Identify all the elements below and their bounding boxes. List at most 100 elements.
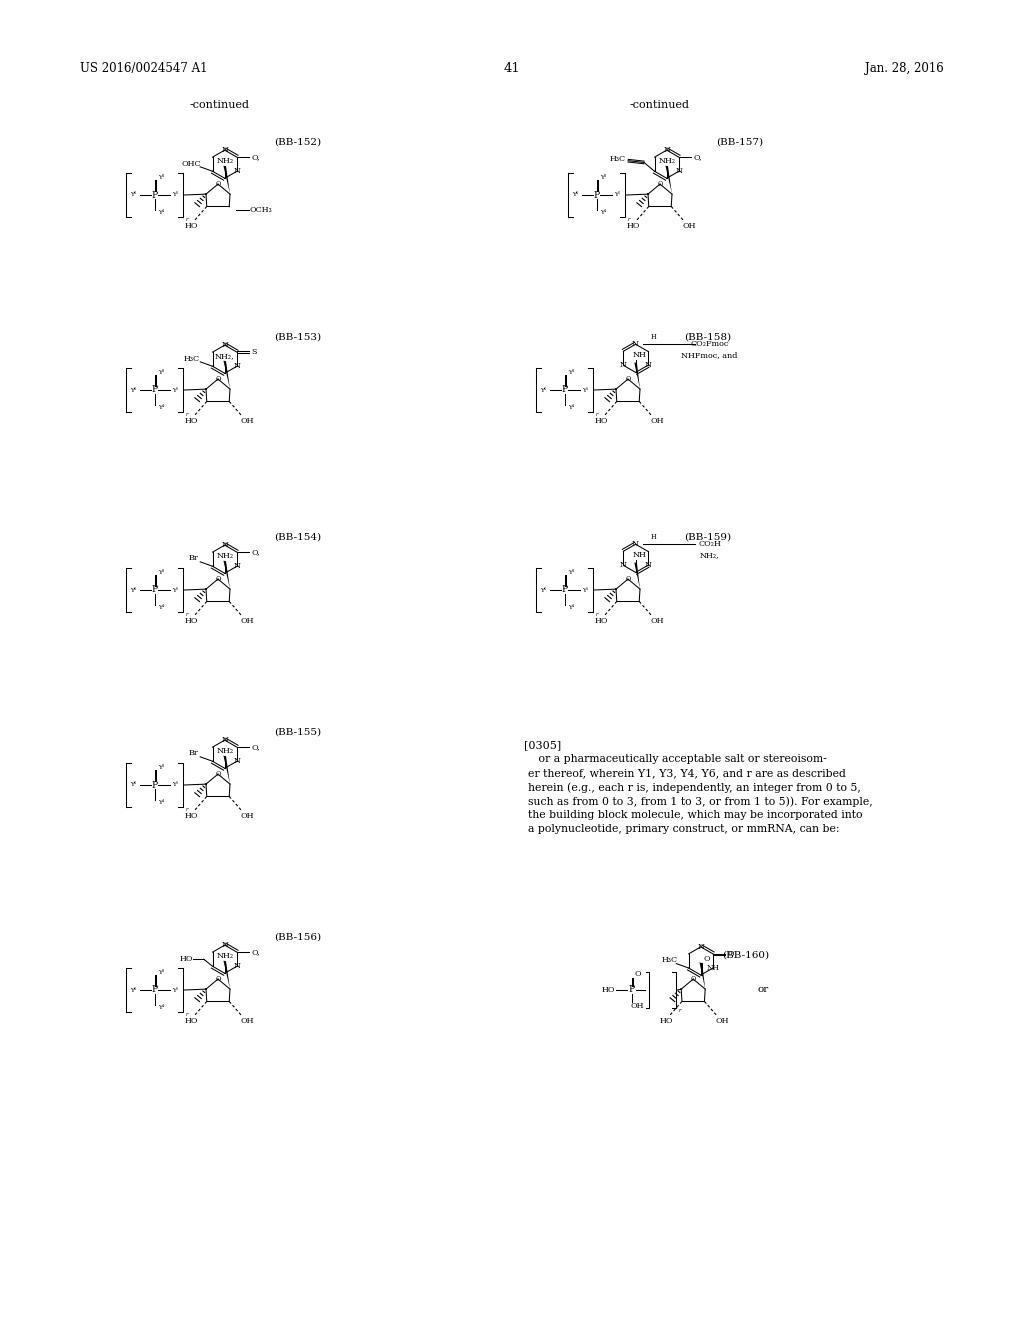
Text: [0305]: [0305] — [524, 741, 561, 750]
Text: (BB-152): (BB-152) — [273, 137, 321, 147]
Text: Y⁴: Y⁴ — [158, 1005, 164, 1010]
Text: Y⁶: Y⁶ — [130, 987, 136, 993]
Text: P: P — [152, 986, 158, 994]
Text: O: O — [215, 576, 220, 583]
Text: NH: NH — [632, 351, 646, 359]
Text: H₃C: H₃C — [183, 355, 200, 363]
Text: N: N — [664, 147, 671, 154]
Text: NH₂: NH₂ — [216, 952, 233, 960]
Text: CO₂H: CO₂H — [698, 540, 721, 548]
Text: herein (e.g., each r is, independently, an integer from 0 to 5,: herein (e.g., each r is, independently, … — [528, 781, 861, 792]
Text: r: r — [186, 1012, 188, 1018]
Text: Br: Br — [188, 750, 198, 758]
Text: NH: NH — [707, 964, 720, 972]
Text: HO: HO — [627, 222, 640, 230]
Text: Y³: Y³ — [158, 176, 164, 180]
Text: r: r — [186, 412, 188, 417]
Text: such as from 0 to 3, from 1 to 3, or from 1 to 5)). For example,: such as from 0 to 3, from 1 to 3, or fro… — [528, 796, 872, 807]
Text: N: N — [233, 758, 241, 766]
Polygon shape — [666, 166, 672, 194]
Polygon shape — [223, 961, 230, 989]
Text: O,: O, — [252, 948, 260, 956]
Text: Jan. 28, 2016: Jan. 28, 2016 — [865, 62, 944, 75]
Text: Y³: Y³ — [567, 370, 573, 375]
Text: Y¹: Y¹ — [582, 587, 588, 593]
Text: Y¹: Y¹ — [613, 193, 620, 198]
Text: P: P — [152, 385, 158, 395]
Text: N: N — [233, 362, 241, 370]
Text: r: r — [596, 612, 598, 618]
Text: H₃C: H₃C — [662, 956, 677, 964]
Text: O: O — [215, 375, 220, 383]
Text: Y¹: Y¹ — [172, 193, 178, 198]
Text: O: O — [215, 180, 220, 187]
Text: N: N — [632, 341, 639, 348]
Polygon shape — [699, 962, 706, 989]
Text: N: N — [676, 168, 682, 176]
Text: or a pharmaceutically acceptable salt or stereoisom-: or a pharmaceutically acceptable salt or… — [528, 754, 826, 764]
Text: O: O — [215, 975, 220, 983]
Text: NH₂: NH₂ — [658, 157, 675, 165]
Text: (BB-159): (BB-159) — [684, 533, 731, 541]
Text: HO: HO — [602, 986, 615, 994]
Text: NH₂: NH₂ — [216, 747, 233, 755]
Text: HO: HO — [184, 222, 198, 230]
Text: O: O — [703, 956, 711, 964]
Text: HO: HO — [184, 1016, 198, 1024]
Text: P: P — [561, 385, 567, 395]
Text: Y⁶: Y⁶ — [130, 587, 136, 593]
Text: r: r — [679, 1007, 681, 1012]
Text: O: O — [635, 970, 641, 978]
Polygon shape — [223, 756, 230, 784]
Text: P: P — [561, 586, 567, 594]
Text: O,: O, — [252, 548, 260, 556]
Text: r: r — [628, 216, 631, 222]
Text: OH: OH — [650, 616, 664, 624]
Text: N: N — [632, 540, 639, 548]
Text: Y⁴: Y⁴ — [158, 405, 164, 411]
Text: H: H — [650, 333, 656, 341]
Text: N: N — [221, 541, 228, 549]
Text: O,: O, — [252, 743, 260, 751]
Text: O,: O, — [694, 153, 702, 161]
Text: Y⁴: Y⁴ — [158, 605, 164, 610]
Text: OH: OH — [630, 1002, 644, 1010]
Text: a polynucleotide, primary construct, or mmRNA, can be:: a polynucleotide, primary construct, or … — [528, 824, 840, 834]
Text: US 2016/0024547 A1: US 2016/0024547 A1 — [80, 62, 208, 75]
Text: Y⁶: Y⁶ — [541, 587, 547, 593]
Text: P: P — [152, 586, 158, 594]
Text: O: O — [626, 576, 631, 583]
Text: r: r — [186, 807, 188, 812]
Text: OH: OH — [240, 1016, 254, 1024]
Text: N: N — [221, 737, 228, 744]
Text: P: P — [152, 190, 158, 199]
Text: Y⁶: Y⁶ — [130, 388, 136, 392]
Text: Br: Br — [188, 554, 198, 562]
Text: O: O — [690, 975, 696, 983]
Text: the building block molecule, which may be incorporated into: the building block molecule, which may b… — [528, 810, 862, 820]
Text: Y³: Y³ — [158, 970, 164, 975]
Text: Y¹: Y¹ — [582, 388, 588, 392]
Text: Y⁶: Y⁶ — [572, 193, 579, 198]
Text: N: N — [233, 562, 241, 570]
Text: Y¹: Y¹ — [172, 987, 178, 993]
Text: NH₂: NH₂ — [216, 552, 233, 560]
Text: NHFmoc, and: NHFmoc, and — [681, 351, 737, 359]
Text: (BB-156): (BB-156) — [273, 933, 321, 941]
Text: HO: HO — [184, 417, 198, 425]
Text: N: N — [644, 362, 651, 370]
Text: OH: OH — [682, 222, 695, 230]
Text: O: O — [215, 770, 220, 777]
Text: r: r — [596, 412, 598, 417]
Text: N: N — [221, 147, 228, 154]
Text: Y⁴: Y⁴ — [600, 210, 606, 215]
Text: OH: OH — [240, 616, 254, 624]
Text: Y³: Y³ — [158, 764, 164, 770]
Polygon shape — [634, 363, 640, 389]
Text: -continued: -continued — [630, 100, 690, 110]
Text: Y³: Y³ — [158, 570, 164, 576]
Text: O,: O, — [252, 153, 260, 161]
Text: HO: HO — [184, 616, 198, 624]
Text: NH: NH — [632, 550, 646, 558]
Text: Y¹: Y¹ — [172, 388, 178, 392]
